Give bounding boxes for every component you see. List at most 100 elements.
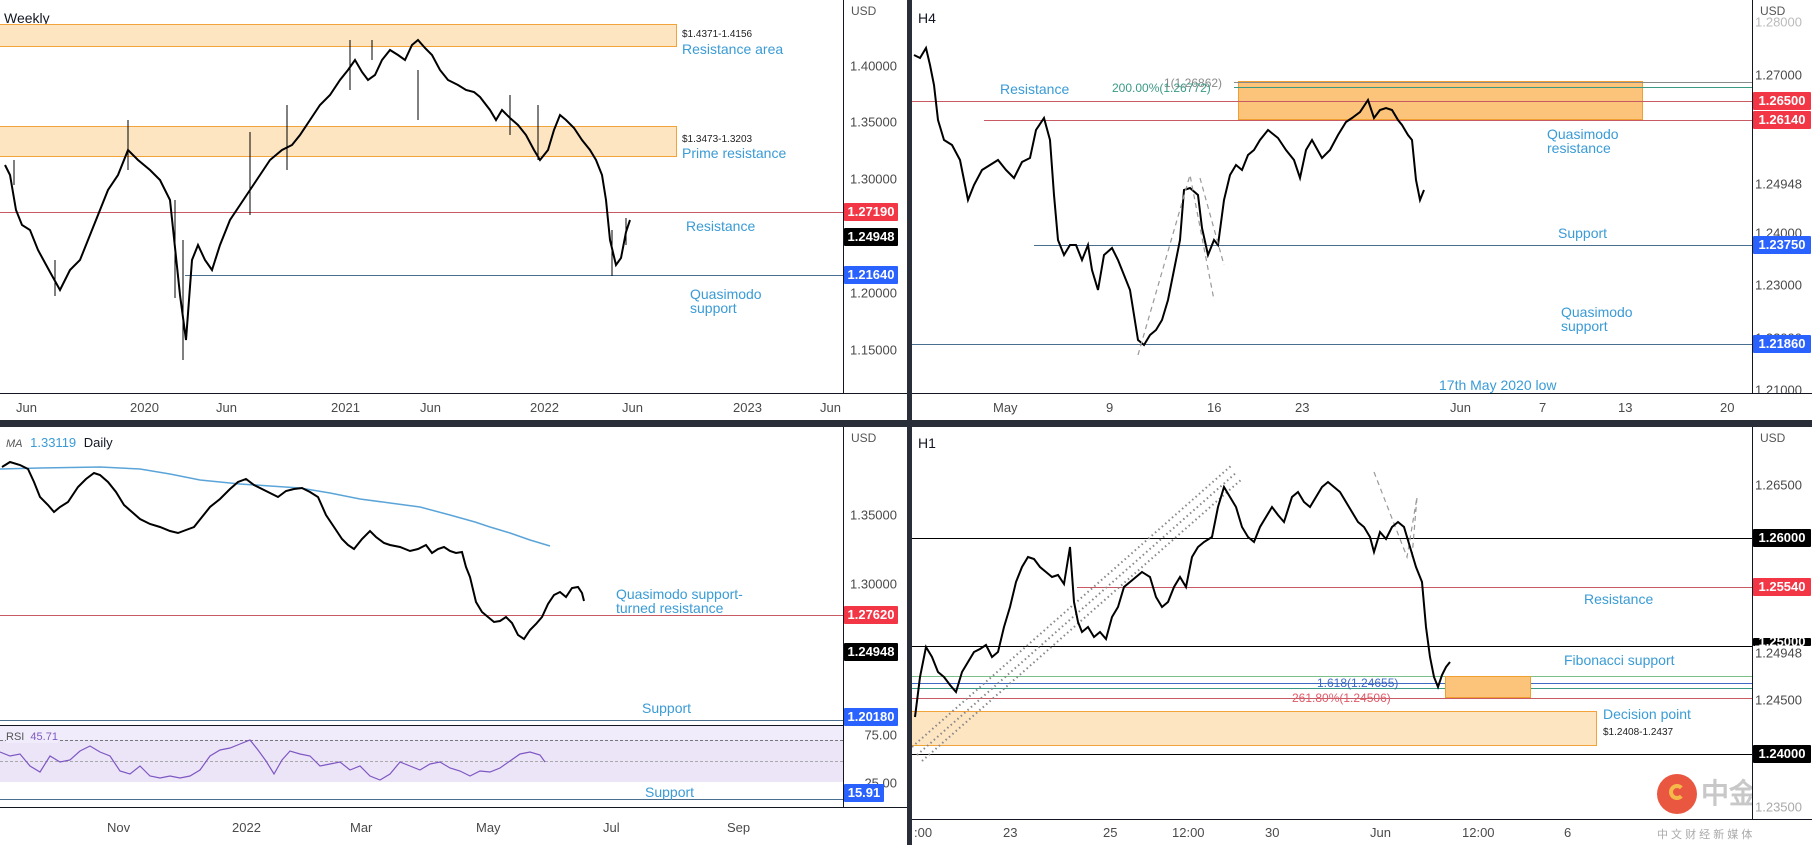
h4-price-axis[interactable]: USD 1.28000 1.27000 1.24948 1.24000 1.23… — [1752, 0, 1812, 398]
resistance-label: Resistance — [1584, 591, 1654, 607]
time-tick: Jun — [16, 400, 37, 415]
time-tick: 12:00 — [1462, 825, 1495, 840]
rsi-middle-band — [0, 761, 843, 762]
daily-candles — [0, 460, 585, 641]
last-price-tick: 1.24948 — [1755, 645, 1802, 661]
time-tick: Jun — [1370, 825, 1391, 840]
time-tick: 6 — [1564, 825, 1572, 840]
fib-1-line[interactable] — [1234, 82, 1752, 83]
time-tick: 20 — [1720, 400, 1735, 415]
quasimodo-support-label-1: Quasimodo — [690, 286, 762, 302]
time-tick: 2023 — [733, 400, 762, 415]
h4-chart-panel[interactable]: H4 1(1.26862) 200.00%(1.26772) Resistanc… — [912, 0, 1812, 420]
resistance-line[interactable] — [0, 212, 843, 213]
quasimodo-support-label-2: support — [690, 300, 737, 316]
time-tick: 30 — [1265, 825, 1280, 840]
quasimodo-support-line[interactable] — [912, 344, 1752, 345]
resistance-area-label: Resistance area — [682, 41, 784, 57]
time-tick: May — [476, 820, 501, 835]
fib-green-line[interactable] — [912, 676, 1752, 677]
time-tick: Jun — [622, 400, 643, 415]
prime-resistance-label: Prime resistance — [682, 145, 787, 161]
rsi-upper-band — [0, 740, 843, 741]
quasimodo-resistance-line[interactable] — [0, 615, 843, 616]
rsi-value: 45.71 — [30, 731, 58, 743]
quasimodo-support-label-1: Quasimodo — [1561, 304, 1633, 320]
time-tick: 2022 — [530, 400, 559, 415]
resistance-line[interactable] — [912, 101, 1752, 102]
resistance-price-tag: 1.25540 — [1753, 578, 1811, 596]
price-tick: 1.35000 — [850, 114, 897, 130]
weekly-price-axis[interactable]: USD 1.40000 1.35000 1.30000 1.20000 1.15… — [843, 0, 907, 393]
weekly-plot-area[interactable]: Weekly $1.4371-1.4156 Resistance area $1… — [0, 0, 843, 393]
indicator-legend: MA 1.33119 Daily — [6, 435, 113, 450]
time-tick: Mar — [350, 820, 373, 835]
price-tick: 1.30000 — [850, 171, 897, 187]
h1-plot-area[interactable]: H1 1.618(1.24655) 261.80%(1.24506) Resis… — [912, 427, 1752, 819]
resistance-label: Resistance — [1000, 81, 1070, 97]
prime-resistance-zone[interactable] — [0, 126, 677, 157]
watermark: 中金网 — [1657, 772, 1752, 819]
h1-time-axis[interactable]: :00 23 25 12:00 30 Jun 12:00 6 中 文 财 经 新… — [912, 819, 1812, 845]
price-tick: 1.24500 — [1755, 692, 1802, 708]
weekly-chart-panel[interactable]: Weekly $1.4371-1.4156 Resistance area $1… — [0, 0, 907, 420]
h1-chart-panel[interactable]: H1 1.618(1.24655) 261.80%(1.24506) Resis… — [912, 427, 1812, 845]
resistance-price-tag: 1.27190 — [844, 203, 898, 221]
fib-200-line[interactable] — [1234, 87, 1752, 88]
decision-point-label: Decision point — [1603, 706, 1691, 722]
daily-chart-panel[interactable]: MA 1.33119 Daily Quasimodo support- turn… — [0, 427, 907, 845]
may-2020-low-label: 17th May 2020 low — [1439, 377, 1557, 393]
quasimodo-support-line[interactable] — [185, 275, 843, 276]
daily-plot-area[interactable]: MA 1.33119 Daily Quasimodo support- turn… — [0, 427, 843, 724]
h4-time-axis[interactable]: May 9 16 23 Jun 7 13 20 — [912, 393, 1812, 420]
timeframe-label: Weekly — [4, 10, 50, 26]
h4-plot-area[interactable]: H4 1(1.26862) 200.00%(1.26772) Resistanc… — [912, 0, 1752, 393]
rsi-support-line[interactable] — [0, 799, 843, 800]
fib-teal-line[interactable] — [912, 688, 1752, 689]
resistance-price-tag: 1.27620 — [844, 606, 898, 624]
quasimodo-resistance-price-tag: 1.26140 — [1753, 111, 1811, 129]
last-price-tag: 1.24948 — [844, 643, 898, 661]
price-tick: 1.30000 — [850, 576, 897, 592]
fib-1618-label: 1.618(1.24655) — [1317, 676, 1399, 690]
quasimodo-support-price-tag: 1.21860 — [1753, 335, 1811, 353]
time-tick: Sep — [727, 820, 751, 835]
round-number-1-24-line[interactable] — [912, 754, 1752, 755]
time-tick: Jun — [820, 400, 841, 415]
h4-candles — [913, 45, 1425, 356]
resistance-area-zone[interactable] — [0, 24, 677, 47]
fib-1618-line[interactable] — [912, 683, 1752, 684]
round-number-1-26-line[interactable] — [912, 538, 1752, 539]
fib-26180-line[interactable] — [912, 698, 1752, 699]
timeframe-label: Daily — [83, 435, 113, 450]
time-tick: 2020 — [130, 400, 159, 415]
time-tick: 23 — [1003, 825, 1018, 840]
decision-point-zone[interactable] — [912, 711, 1597, 746]
ma-label: MA — [6, 438, 23, 450]
time-tick: 23 — [1295, 400, 1310, 415]
rsi-pane[interactable]: RSI 45.71 — [0, 725, 843, 782]
support-line[interactable] — [0, 720, 843, 721]
watermark-brand: 中金网 — [1701, 778, 1752, 809]
resistance-line[interactable] — [1077, 587, 1752, 588]
round-number-1-25-line[interactable] — [912, 646, 1752, 647]
h1-price-axis[interactable]: USD 1.26500 1.26000 1.25540 1.25000 1.24… — [1752, 427, 1812, 819]
weekly-candles — [4, 38, 631, 360]
daily-time-axis[interactable]: Nov 2022 Mar May Jul Sep — [0, 807, 907, 845]
support-price-tag: 1.20180 — [844, 708, 898, 726]
support-line[interactable] — [1034, 245, 1752, 246]
fib-200-label: 200.00%(1.26772) — [1112, 81, 1211, 95]
round-1-26-price-tag: 1.26000 — [1753, 529, 1811, 547]
quasimodo-label-2: turned resistance — [616, 600, 724, 616]
rsi-label: RSI — [6, 731, 25, 743]
price-tick: 1.40000 — [850, 58, 897, 74]
fibonacci-support-zone[interactable] — [1445, 676, 1531, 698]
quasimodo-resistance-line[interactable] — [984, 120, 1752, 121]
weekly-time-axis[interactable]: Jun 2020 Jun 2021 Jun 2022 Jun 2023 Jun — [0, 393, 907, 420]
ma-value: 1.33119 — [30, 435, 77, 450]
daily-price-axis[interactable]: USD 1.35000 1.30000 1.27620 1.24948 1.20… — [843, 427, 907, 807]
price-tick: 1.28000 — [1755, 14, 1802, 30]
zone-range-label: $1.3473-1.3203 — [682, 134, 753, 145]
support-price-tag: 1.23750 — [1753, 236, 1811, 254]
time-tick: 16 — [1207, 400, 1222, 415]
